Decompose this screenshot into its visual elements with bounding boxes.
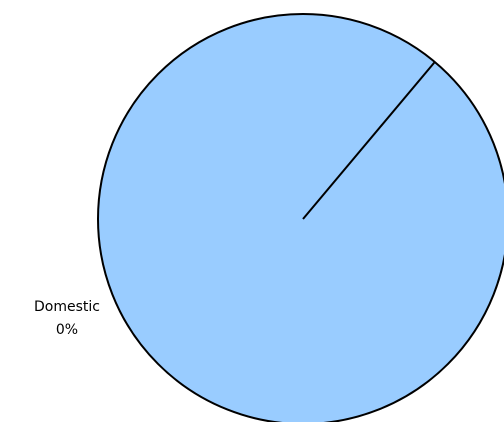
pie-slices [97,13,504,422]
pie-slice-domestic [302,61,436,220]
pie-slice-other-1 [97,13,504,422]
slice-label-name: Domestic [34,299,100,315]
slice-label-percent: 0% [55,322,79,338]
slice-label-domestic: Domestic 0% [6,296,128,342]
